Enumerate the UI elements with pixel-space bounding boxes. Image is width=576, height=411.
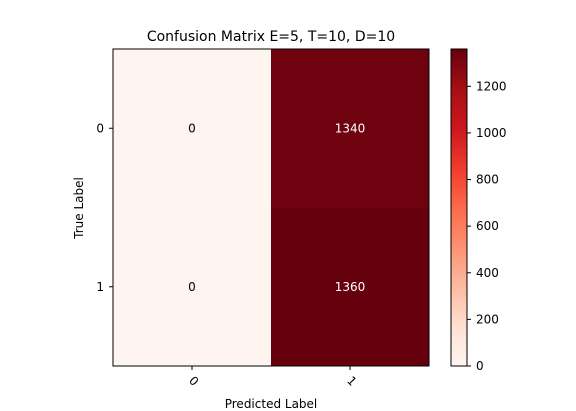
cell-value-1-0: 0 (188, 280, 196, 294)
x-tick-label: 1 (344, 374, 359, 389)
heatmap-cells (113, 49, 429, 366)
heatmap-cell-1-0 (113, 207, 271, 366)
plot-frame (112, 48, 430, 367)
x-tick-label: 0 (186, 374, 201, 389)
colorbar-tick-label: 0 (476, 359, 484, 373)
colorbar-tick-label: 600 (476, 219, 499, 233)
y-tick-label: 1 (96, 280, 104, 294)
cell-value-0-1: 1340 (335, 121, 366, 135)
y-axis-label: True Label (72, 177, 86, 240)
heatmap-cell-0-0 (113, 49, 271, 208)
colorbar-tick-label: 200 (476, 312, 499, 326)
colorbar-tick-label: 800 (476, 173, 499, 187)
y-axis-ticks: 01 (96, 121, 113, 294)
cell-value-1-1: 1360 (335, 280, 366, 294)
cell-value-0-0: 0 (188, 121, 196, 135)
colorbar-ticks: 0 200 400 600 800 1000 1200 (467, 79, 507, 373)
heatmap-cell-1-1 (271, 207, 429, 366)
x-axis-label: Predicted Label (225, 397, 318, 411)
y-tick-label: 0 (96, 121, 104, 135)
colorbar-tick-label: 1000 (476, 126, 507, 140)
colorbar-tick-label: 1200 (476, 79, 507, 93)
chart-title: Confusion Matrix E=5, T=10, D=10 (147, 29, 395, 45)
heatmap-cell-0-1 (271, 49, 429, 208)
colorbar (450, 48, 468, 367)
colorbar-tick-label: 400 (476, 266, 499, 280)
heatmap-cell-labels: 0 1340 0 1360 (188, 121, 365, 294)
